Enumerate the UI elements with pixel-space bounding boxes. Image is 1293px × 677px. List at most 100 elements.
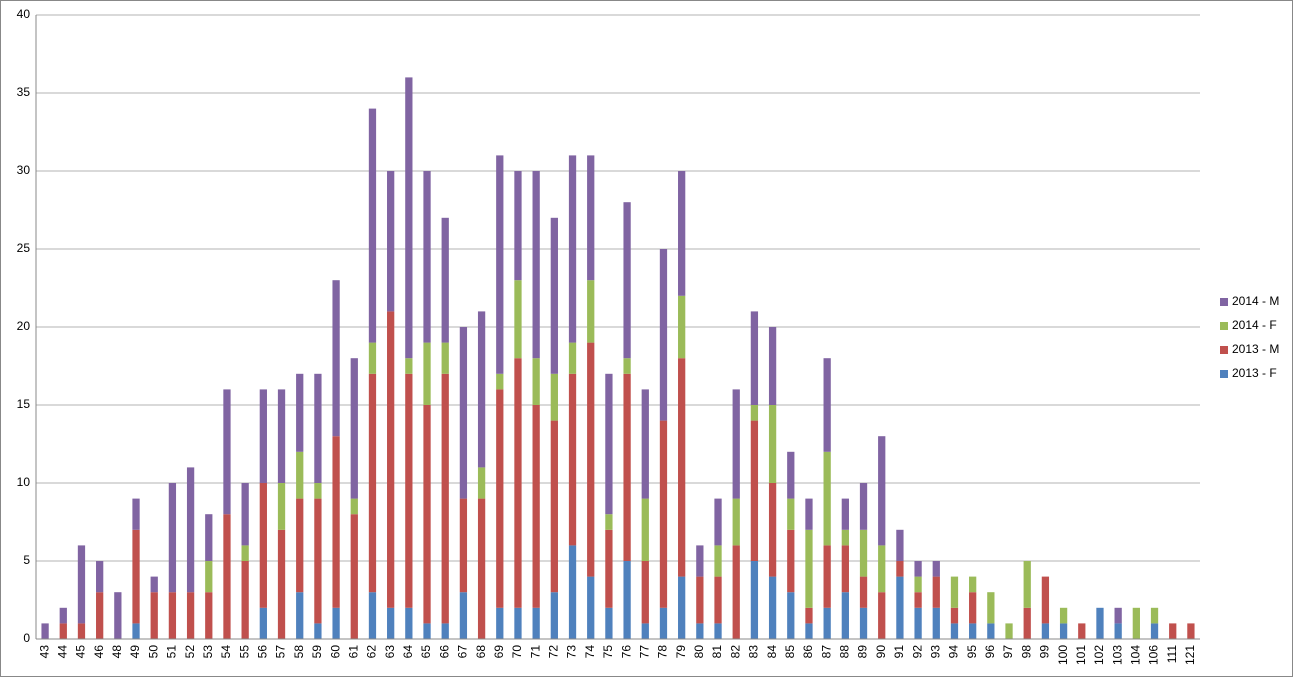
bar-segment <box>1005 623 1013 639</box>
bar-segment <box>59 607 67 624</box>
bar-segment <box>550 217 558 374</box>
legend-swatch <box>1220 298 1228 306</box>
bar-segment <box>1078 623 1086 639</box>
bar-segment <box>732 545 740 639</box>
bar-segment <box>1187 623 1195 639</box>
bar-segment <box>1114 623 1122 639</box>
bar-segment <box>405 373 413 608</box>
bar-segment <box>696 623 704 639</box>
bar-segment <box>1150 623 1159 639</box>
bar-segment <box>750 561 759 639</box>
bar-segment <box>296 451 304 499</box>
bar-segment <box>205 514 213 561</box>
x-tick-label: 81 <box>710 645 724 659</box>
x-tick-label: 102 <box>1092 645 1106 665</box>
bar-segment <box>241 483 249 546</box>
legend-swatch <box>1220 370 1228 378</box>
bar-segment <box>914 561 922 577</box>
bar-segment <box>805 623 813 639</box>
x-tick-label: 95 <box>965 645 979 659</box>
bar-segment <box>387 607 395 639</box>
bar-segment <box>641 498 649 561</box>
bar-segment <box>277 389 286 483</box>
bar-segment <box>714 545 722 577</box>
bar-segment <box>678 358 686 577</box>
bar-segment <box>568 342 577 374</box>
x-tick-label: 70 <box>510 645 524 659</box>
y-tick-label: 25 <box>17 241 31 255</box>
bar-segment <box>1059 607 1068 624</box>
bar-segment <box>950 623 959 639</box>
bar-segment <box>441 373 449 624</box>
legend-label: 2014 - M <box>1232 294 1279 308</box>
bar-segment <box>477 311 486 468</box>
y-tick-label: 20 <box>17 319 31 333</box>
bar-segment <box>514 607 522 639</box>
bar-segment <box>459 592 468 639</box>
bar-segment <box>605 607 613 639</box>
bar-segment <box>532 607 540 639</box>
legend-swatch <box>1220 322 1228 330</box>
x-tick-label: 77 <box>637 645 651 659</box>
bar-segment <box>605 529 613 608</box>
bar-segment <box>878 436 886 546</box>
bar-segment <box>641 561 649 624</box>
bar-segment <box>423 171 431 343</box>
x-tick-label: 84 <box>765 645 779 659</box>
bar-segment <box>714 498 722 546</box>
x-tick-label: 60 <box>328 645 342 659</box>
bar-segment <box>77 545 86 624</box>
bar-segment <box>859 483 868 530</box>
x-tick-label: 62 <box>365 645 379 659</box>
x-tick-label: 75 <box>601 645 615 659</box>
x-tick-label: 58 <box>292 645 306 659</box>
x-tick-label: 67 <box>456 645 470 659</box>
bar-segment <box>914 576 922 593</box>
bar-segment <box>896 529 904 561</box>
x-tick-label: 45 <box>74 645 88 659</box>
x-tick-label: 78 <box>656 645 670 659</box>
bar-segment <box>659 249 668 421</box>
x-tick-label: 54 <box>219 645 233 659</box>
x-tick-label: 65 <box>419 645 433 659</box>
bar-segment <box>950 607 959 624</box>
x-tick-label: 69 <box>492 645 506 659</box>
bar-segment <box>987 623 995 639</box>
bar-segment <box>223 514 231 639</box>
bar-segment <box>368 342 377 374</box>
bar-segment <box>532 171 540 359</box>
x-tick-label: 43 <box>37 645 51 659</box>
bar-segment <box>459 327 468 499</box>
bar-segment <box>768 405 777 483</box>
bar-segment <box>423 405 431 624</box>
bar-segment <box>314 373 322 483</box>
bar-segment <box>441 623 449 639</box>
bar-segment <box>405 607 413 639</box>
bar-segment <box>405 77 413 359</box>
x-tick-label: 103 <box>1110 645 1124 665</box>
bar-segment <box>314 623 322 639</box>
bar-segment <box>132 623 140 639</box>
bar-segment <box>859 607 868 639</box>
x-tick-label: 53 <box>201 645 215 659</box>
bar-segment <box>1059 623 1068 639</box>
bar-segment <box>587 342 595 577</box>
bar-segment <box>296 592 304 639</box>
bar-segment <box>932 561 940 577</box>
bar-segment <box>332 607 340 639</box>
bar-segment <box>1132 607 1140 639</box>
bar-segment <box>841 498 849 530</box>
bar-segment <box>659 607 668 639</box>
bar-segment <box>787 592 795 639</box>
bar-segment <box>987 592 995 624</box>
bar-segment <box>259 607 267 639</box>
bar-segment <box>514 280 522 359</box>
x-tick-label: 63 <box>383 645 397 659</box>
bar-segment <box>623 561 631 639</box>
x-tick-label: 74 <box>583 645 597 659</box>
bar-segment <box>259 389 267 483</box>
bar-segment <box>368 373 377 593</box>
bar-segment <box>368 108 377 343</box>
x-tick-label: 106 <box>1147 645 1161 665</box>
